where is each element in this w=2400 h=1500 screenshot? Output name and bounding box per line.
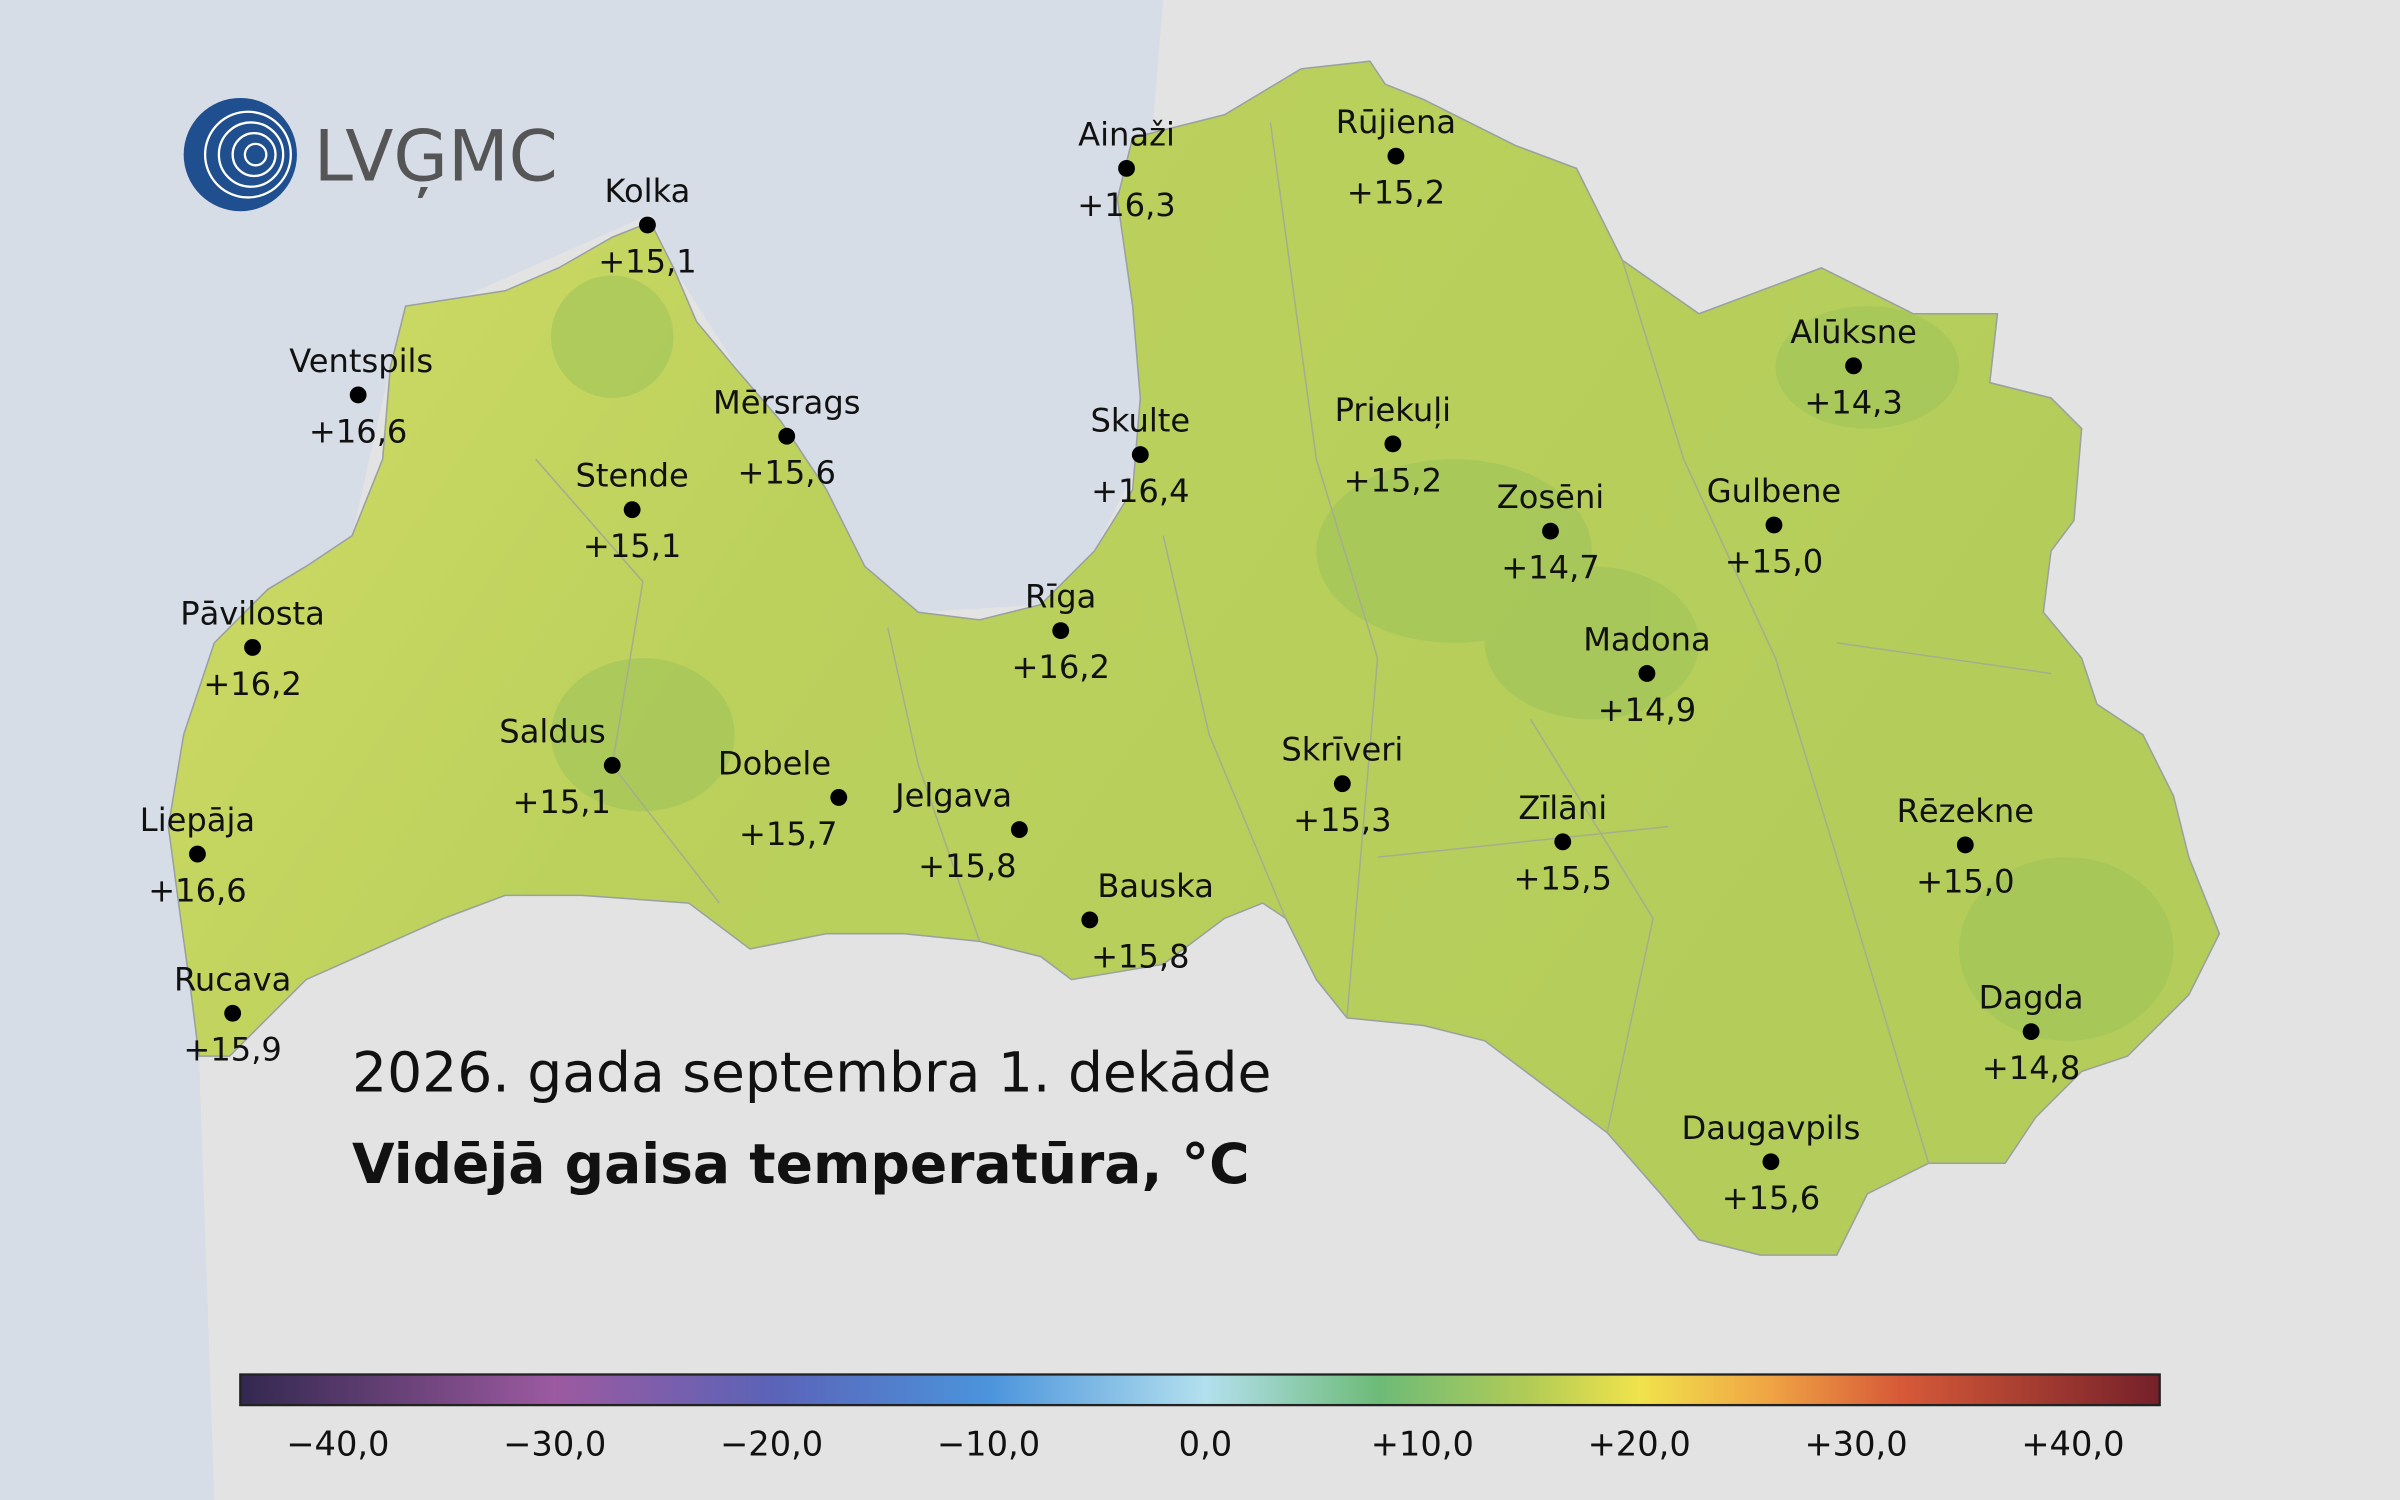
station-temperature: +15,6: [738, 454, 836, 492]
station-name: Bauska: [1097, 867, 1214, 905]
station-name: Rucava: [174, 960, 291, 998]
station-dot: [1638, 665, 1656, 682]
station-dot: [1052, 622, 1070, 640]
station-name: Stende: [576, 457, 689, 495]
station-dot: [830, 789, 848, 806]
station-dot: [1765, 516, 1783, 534]
station-name: Zīlāni: [1518, 789, 1607, 827]
station-dot: [1387, 147, 1405, 165]
subtitle: Vidējā gaisa temperatūra, °C: [352, 1132, 1250, 1196]
station-dot: [1010, 821, 1028, 839]
station-temperature: +16,6: [309, 412, 407, 450]
station-dot: [1081, 911, 1099, 929]
station-temperature: +15,6: [1722, 1179, 1820, 1217]
colorbar-tick-label: −40,0: [286, 1425, 389, 1464]
temperature-field: [551, 275, 2174, 1041]
station-temperature: +16,3: [1077, 186, 1175, 224]
station-name: Rūjiena: [1336, 103, 1456, 141]
station-name: Priekuļi: [1335, 391, 1452, 429]
colorbar-tick-label: +10,0: [1371, 1425, 1474, 1464]
colorbar-tick-label: −20,0: [720, 1425, 823, 1464]
station-dot: [1542, 522, 1559, 540]
colorbar-tick-label: +30,0: [1804, 1425, 1907, 1464]
station-dot: [2022, 1023, 2040, 1041]
colorbar-tick-label: −30,0: [503, 1425, 606, 1464]
station-temperature: +15,0: [1916, 862, 2014, 900]
colorbar-tick-label: +20,0: [1588, 1425, 1691, 1464]
station-name: Pāvilosta: [180, 594, 325, 632]
station-name: Kolka: [605, 172, 691, 210]
station-dot: [603, 756, 621, 774]
station-dot: [1118, 159, 1135, 177]
station-dot: [1845, 357, 1862, 375]
station-name: Alūksne: [1790, 313, 1917, 351]
station-name: Skrīveri: [1281, 731, 1403, 769]
station-name: Zosēni: [1497, 478, 1604, 516]
station-dot: [778, 427, 796, 445]
station-temperature: +15,9: [183, 1031, 281, 1069]
logo-text: LVĢMC: [314, 116, 558, 199]
station-name: Dobele: [718, 744, 831, 782]
title: 2026. gada septembra 1. dekāde: [352, 1040, 1271, 1104]
colorbar-tick-label: 0,0: [1179, 1425, 1233, 1464]
station-dot: [1956, 836, 1974, 854]
station-temperature: +15,1: [583, 527, 681, 565]
colorbar-tick-label: −10,0: [937, 1425, 1040, 1464]
latvia: [167, 60, 2221, 1256]
station-dot: [1762, 1153, 1780, 1171]
station-temperature: +15,1: [598, 242, 696, 280]
station-temperature: +15,2: [1347, 174, 1445, 212]
station-dot: [1384, 435, 1402, 453]
station-name: Ainaži: [1078, 115, 1175, 153]
station-dot: [244, 639, 261, 656]
station-temperature: +16,6: [148, 872, 246, 910]
station-name: Ventspils: [289, 342, 433, 380]
colorbar: [239, 1373, 2161, 1407]
station-temperature: +14,8: [1982, 1049, 2080, 1087]
station-name: Skulte: [1090, 402, 1190, 440]
colorbar-tick-label: +40,0: [2021, 1425, 2124, 1464]
station-dot: [1131, 446, 1149, 464]
station-dot: [623, 501, 641, 519]
station-name: Daugavpils: [1681, 1109, 1860, 1147]
station-name: Liepāja: [140, 801, 255, 839]
sea: [0, 0, 1164, 1500]
station-temperature: +15,3: [1293, 801, 1391, 839]
station-temperature: +15,2: [1344, 461, 1442, 499]
station-name: Gulbene: [1707, 472, 1841, 510]
station-temperature: +14,7: [1501, 549, 1599, 587]
station-temperature: +16,2: [1011, 648, 1109, 686]
station-temperature: +15,7: [739, 815, 837, 853]
station-temperature: +15,5: [1514, 859, 1612, 897]
station-name: Rīga: [1025, 578, 1096, 616]
station-dot: [349, 386, 367, 404]
station-name: Jelgava: [893, 777, 1012, 815]
station-dot: [224, 1004, 242, 1022]
station-dot: [639, 216, 656, 234]
station-name: Saldus: [499, 712, 606, 750]
station-dot: [189, 845, 206, 863]
station-name: Dagda: [1979, 979, 2084, 1017]
station-name: Madona: [1583, 621, 1711, 659]
station-temperature: +15,8: [1091, 937, 1189, 975]
station-temperature: +15,1: [513, 783, 611, 821]
station-temperature: +15,0: [1725, 542, 1823, 580]
station-dot: [1333, 775, 1351, 793]
station-temperature: +16,4: [1091, 472, 1189, 510]
station-temperature: +15,8: [918, 847, 1016, 885]
station-temperature: +16,2: [203, 665, 301, 703]
logo: LVĢMC: [183, 97, 558, 212]
station-name: Mērsrags: [713, 383, 860, 421]
station-name: Rēzekne: [1897, 792, 2034, 830]
station-temperature: +14,3: [1804, 383, 1902, 421]
station-dot: [1554, 833, 1572, 851]
station-temperature: +14,9: [1598, 691, 1696, 729]
borders: [535, 122, 2052, 1164]
